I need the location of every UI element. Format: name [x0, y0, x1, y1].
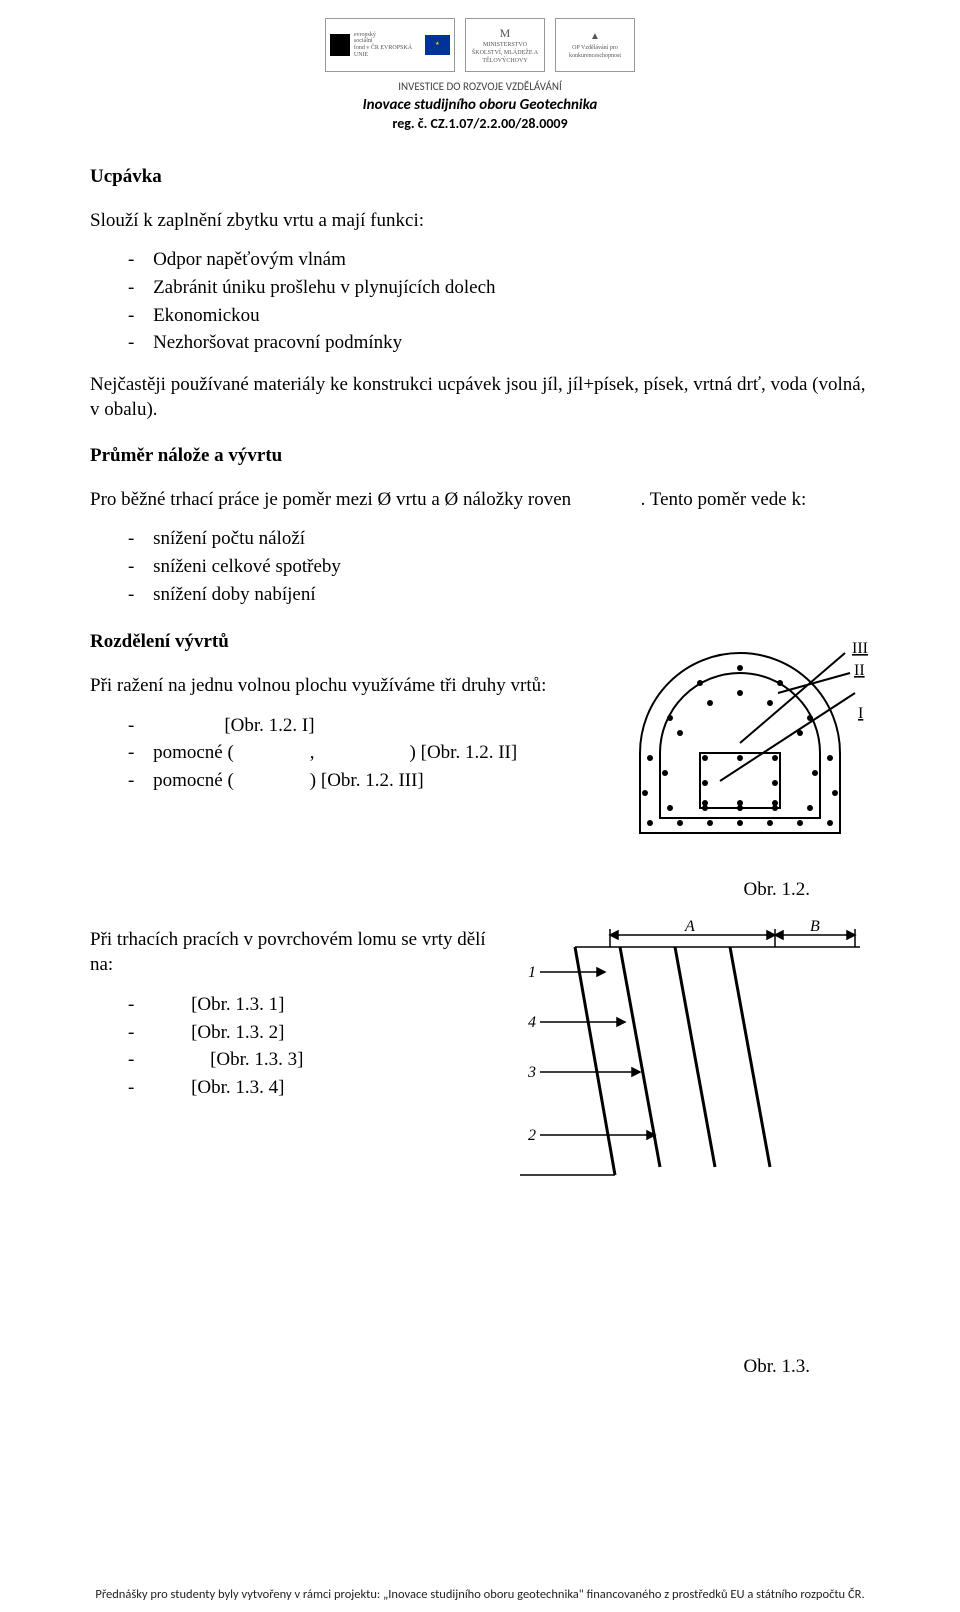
quarry-top-b: B — [810, 918, 820, 935]
quarry-row-2: 2 — [528, 1127, 536, 1144]
lom-list: [Obr. 1.3. 1] [Obr. 1.3. 2] [Obr. 1.3. 3… — [90, 992, 510, 1101]
header-project-line: Inovace studijního oboru Geotechnika — [0, 95, 960, 115]
list-item: sníženi celkové spotřeby — [90, 554, 870, 580]
rozdeleni-list: [Obr. 1.2. I] pomocné ( , ) [Obr. 1.2. I… — [90, 713, 610, 794]
header-logos: evropský sociální fond v ČR EVROPSKÁ UNI… — [320, 18, 640, 78]
logo-eu-l1: evropský — [354, 32, 421, 39]
list-item: [Obr. 1.3. 1] — [90, 992, 510, 1018]
list-item: pomocné ( , ) [Obr. 1.2. II] — [90, 740, 610, 766]
list-item: snížení doby nabíjení — [90, 582, 870, 608]
prumer-list: snížení počtu náloží sníženi celkové spo… — [90, 526, 870, 607]
ucpavka-intro: Slouží k zaplnění zbytku vrtu a mají fun… — [90, 208, 870, 234]
list-item: Ekonomickou — [90, 303, 870, 329]
list-item: pomocné ( ) [Obr. 1.2. III] — [90, 768, 610, 794]
header-reg-line: reg. č. CZ.1.07/2.2.00/28.0009 — [0, 115, 960, 134]
tunnel-label-2: II — [854, 662, 865, 679]
quarry-row-1: 1 — [528, 964, 536, 981]
tunnel-figure: III II I — [610, 623, 870, 871]
logo-op-text: OP Vzdělávání pro konkurenceschopnost — [560, 44, 630, 60]
list-item: snížení počtu náloží — [90, 526, 870, 552]
quarry-row-3: 3 — [527, 1064, 536, 1081]
lom-intro: Při trhacích pracích v povrchovém lomu s… — [90, 927, 510, 978]
fig-1-3-caption: Obr. 1.3. — [90, 1354, 870, 1380]
list-item: Odpor napěťovým vlnám — [90, 247, 870, 273]
list-item: Nezhoršovat pracovní podmínky — [90, 330, 870, 356]
ucpavka-list: Odpor napěťovým vlnám Zabránit úniku pro… — [90, 247, 870, 356]
prumer-line-prefix: Pro běžné trhací práce je poměr mezi Ø v… — [90, 489, 576, 510]
logo-msmt: M MINISTERSTVO ŠKOLSTVÍ, MLÁDEŽE A TĚLOV… — [465, 18, 545, 72]
prumer-line-suffix: . Tento poměr vede k: — [641, 489, 807, 510]
quarry-top-a: A — [684, 918, 695, 935]
list-item: [Obr. 1.2. I] — [90, 713, 610, 739]
list-item: [Obr. 1.3. 2] — [90, 1020, 510, 1046]
tunnel-label-3: III — [852, 640, 868, 657]
list-item: [Obr. 1.3. 4] — [90, 1075, 510, 1101]
list-item: Zabránit úniku prošlehu v plynujících do… — [90, 275, 870, 301]
logo-eu: evropský sociální fond v ČR EVROPSKÁ UNI… — [325, 18, 455, 72]
prumer-line: Pro běžné trhací práce je poměr mezi Ø v… — [90, 487, 870, 513]
logo-eu-l3: fond v ČR EVROPSKÁ UNIE — [354, 45, 421, 58]
fig-1-2-caption: Obr. 1.2. — [90, 877, 870, 903]
list-item: [Obr. 1.3. 3] — [90, 1047, 510, 1073]
section-prumer-title: Průměr nálože a vývrtu — [90, 443, 870, 469]
logo-eu-l2: sociální — [354, 38, 421, 45]
header-text: INVESTICE DO ROZVOJE VZDĚLÁVÁNÍ Inovace … — [0, 80, 960, 134]
ucpavka-materials: Nejčastěji používané materiály ke konstr… — [90, 372, 870, 423]
section-rozdeleni-title: Rozdělení vývrtů — [90, 629, 610, 655]
page-footer: Přednášky pro studenty byly vytvořeny v … — [0, 1587, 960, 1604]
tunnel-label-1: I — [858, 705, 863, 722]
rozdeleni-intro: Při ražení na jednu volnou plochu využív… — [90, 673, 610, 699]
quarry-figure: 1 4 3 2 A B — [510, 917, 870, 1195]
quarry-row-4: 4 — [528, 1014, 536, 1031]
header-invest-line: INVESTICE DO ROZVOJE VZDĚLÁVÁNÍ — [0, 80, 960, 95]
logo-msmt-text: MINISTERSTVO ŠKOLSTVÍ, MLÁDEŽE A TĚLOVÝC… — [470, 41, 540, 65]
logo-op: ▲ OP Vzdělávání pro konkurenceschopnost — [555, 18, 635, 72]
section-ucpavka-title: Ucpávka — [90, 164, 870, 190]
